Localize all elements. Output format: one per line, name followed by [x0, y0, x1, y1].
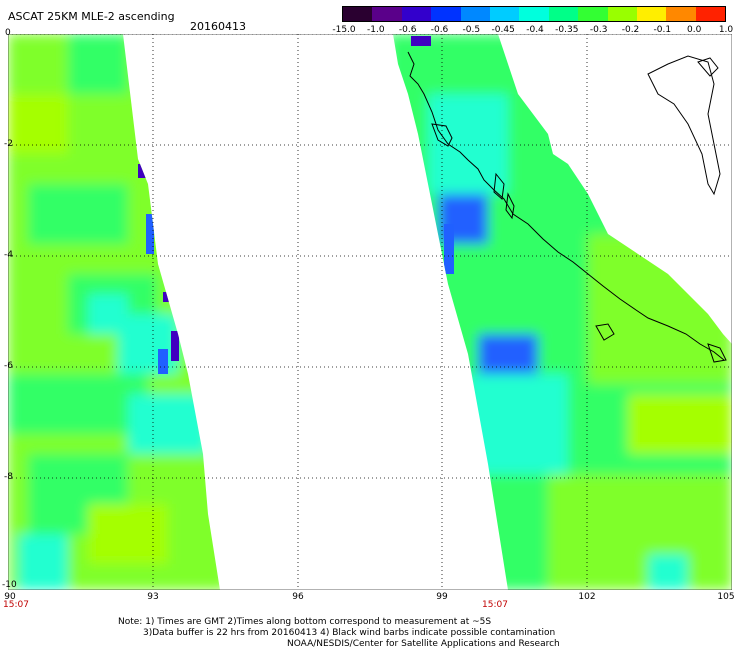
- x-tick-2: 96: [292, 592, 304, 602]
- time-label-right: 15:07: [482, 600, 508, 610]
- footer-line-1: Note: 1) Times are GMT 2)Times along bot…: [118, 617, 492, 627]
- y-tick-4: -8: [4, 472, 13, 482]
- x-tick-4: 102: [578, 592, 596, 602]
- colorbar-swatch: [401, 7, 432, 21]
- footer-note: Note: 1) Times are GMT 2)Times along bot…: [118, 617, 560, 650]
- colorbar-swatch: [343, 7, 373, 21]
- colorbar-swatch: [666, 7, 696, 21]
- colorbar-label: -0.6: [430, 25, 449, 35]
- colorbar-swatch: [607, 7, 637, 21]
- map-title: ASCAT 25KM MLE-2 ascending: [8, 10, 175, 23]
- y-tick-5: -10: [2, 580, 17, 590]
- y-tick-3: -6: [4, 361, 13, 371]
- colorbar-label: -0.4: [526, 25, 544, 35]
- colorbar-label: -15.0: [332, 25, 356, 35]
- y-tick-0: 0: [5, 28, 11, 38]
- colorbar-labels: -15.0 -1.0 -0.6 -0.6 -0.5 -0.45 -0.4 -0.35 -0.3 -…: [330, 25, 734, 37]
- colorbar-swatch: [460, 7, 490, 21]
- colorbar-swatch: [548, 7, 579, 21]
- colorbar-label: -0.5: [462, 25, 481, 35]
- colorbar-label: 0.0: [686, 25, 702, 35]
- graticule: [8, 34, 732, 590]
- x-tick-5: 105: [717, 592, 735, 602]
- colorbar-swatch: [695, 7, 726, 21]
- swath-map: [8, 34, 732, 590]
- colorbar-label: -0.3: [589, 25, 608, 35]
- left-swath: [8, 34, 220, 590]
- colorbar-label: -0.2: [621, 25, 640, 35]
- footer-line-3: NOAA/NESDIS/Center for Satellite Applica…: [287, 639, 560, 649]
- colorbar-label: -0.35: [555, 25, 579, 35]
- colorbar-label: 1.0: [718, 25, 734, 35]
- colorbar-swatch: [431, 7, 461, 21]
- colorbar-label: -0.45: [491, 25, 515, 35]
- colorbar-swatch: [636, 7, 667, 21]
- footer-line-2: 3)Data buffer is 22 hrs from 20160413 4)…: [143, 628, 556, 638]
- x-tick-1: 93: [147, 592, 159, 602]
- right-swath: [393, 34, 732, 590]
- colorbar-label: -0.6: [398, 25, 417, 35]
- x-tick-0: 90: [4, 592, 16, 602]
- colorbar-swatch: [519, 7, 549, 21]
- colorbar-swatch: [489, 7, 520, 21]
- coastline: [407, 51, 727, 363]
- map-date: 20160413: [190, 20, 246, 33]
- colorbar-label: -1.0: [367, 25, 385, 35]
- colorbar-swatch: [372, 7, 402, 21]
- x-tick-3: 99: [436, 592, 448, 602]
- colorbar-swatch: [578, 7, 608, 21]
- y-tick-2: -4: [4, 250, 13, 260]
- colorbar-label: -0.1: [653, 25, 672, 35]
- colorbar: [342, 6, 726, 22]
- y-tick-1: -2: [4, 139, 13, 149]
- time-label-left: 15:07: [3, 600, 29, 610]
